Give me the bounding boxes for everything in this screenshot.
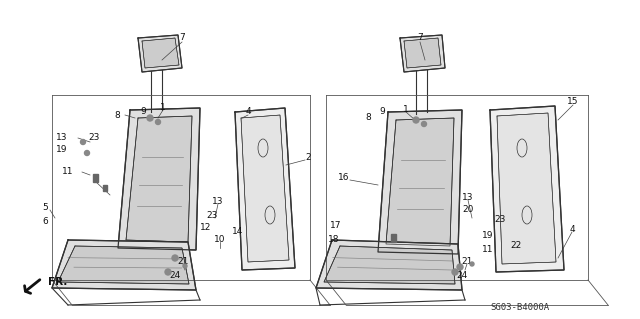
Text: 23: 23: [494, 216, 506, 225]
Polygon shape: [142, 38, 179, 68]
Circle shape: [156, 120, 161, 124]
Circle shape: [84, 151, 90, 155]
Polygon shape: [58, 246, 189, 284]
Bar: [390, 234, 396, 242]
Text: 20: 20: [462, 205, 474, 214]
Polygon shape: [235, 108, 295, 270]
Circle shape: [81, 139, 86, 145]
Text: 8: 8: [114, 110, 120, 120]
Text: 4: 4: [569, 226, 575, 234]
Polygon shape: [118, 108, 200, 250]
Text: 5: 5: [42, 204, 48, 212]
Polygon shape: [126, 116, 192, 242]
Text: 9: 9: [379, 108, 385, 116]
Polygon shape: [241, 115, 289, 262]
Text: 21: 21: [461, 257, 473, 266]
Polygon shape: [378, 110, 462, 254]
Text: 16: 16: [339, 174, 349, 182]
Circle shape: [183, 264, 187, 268]
Text: 11: 11: [483, 246, 493, 255]
Circle shape: [413, 117, 419, 123]
Text: 1: 1: [403, 106, 409, 115]
Text: 17: 17: [330, 221, 342, 231]
Circle shape: [470, 262, 474, 266]
Polygon shape: [404, 38, 441, 68]
Circle shape: [422, 122, 426, 127]
Text: 22: 22: [510, 241, 522, 250]
Text: 3: 3: [93, 175, 99, 184]
Bar: [93, 174, 97, 182]
Text: 19: 19: [483, 232, 493, 241]
Text: 8: 8: [365, 114, 371, 122]
Text: 13: 13: [212, 197, 224, 206]
Text: FR.: FR.: [48, 277, 67, 287]
Circle shape: [452, 269, 458, 275]
Circle shape: [457, 264, 463, 270]
Text: 24: 24: [170, 271, 180, 280]
Text: 19: 19: [56, 145, 68, 154]
Text: 13: 13: [462, 194, 474, 203]
Text: 13: 13: [56, 133, 68, 143]
Text: 23: 23: [88, 133, 100, 143]
Text: 11: 11: [62, 167, 74, 176]
Text: 18: 18: [328, 235, 340, 244]
Text: 15: 15: [567, 98, 579, 107]
Text: 2: 2: [305, 153, 311, 162]
Circle shape: [172, 255, 178, 261]
Polygon shape: [138, 35, 182, 72]
Polygon shape: [490, 106, 564, 272]
Text: 14: 14: [232, 227, 244, 236]
Text: 21: 21: [177, 257, 189, 266]
Polygon shape: [316, 240, 462, 290]
Polygon shape: [386, 118, 454, 246]
Text: 7: 7: [179, 33, 185, 42]
Circle shape: [165, 269, 171, 275]
Text: 23: 23: [206, 211, 218, 220]
Text: 6: 6: [42, 218, 48, 226]
Polygon shape: [324, 246, 455, 284]
Text: 1: 1: [160, 103, 166, 113]
Text: SG03-B4000A: SG03-B4000A: [490, 303, 550, 313]
Text: 7: 7: [417, 33, 423, 42]
Text: 9: 9: [140, 108, 146, 116]
Bar: [103, 185, 107, 191]
Text: 4: 4: [245, 108, 251, 116]
Circle shape: [147, 115, 153, 121]
Text: 10: 10: [214, 235, 226, 244]
Text: 12: 12: [200, 224, 212, 233]
Polygon shape: [497, 113, 556, 264]
Polygon shape: [52, 240, 196, 290]
Polygon shape: [400, 35, 445, 72]
Text: 24: 24: [456, 271, 468, 279]
